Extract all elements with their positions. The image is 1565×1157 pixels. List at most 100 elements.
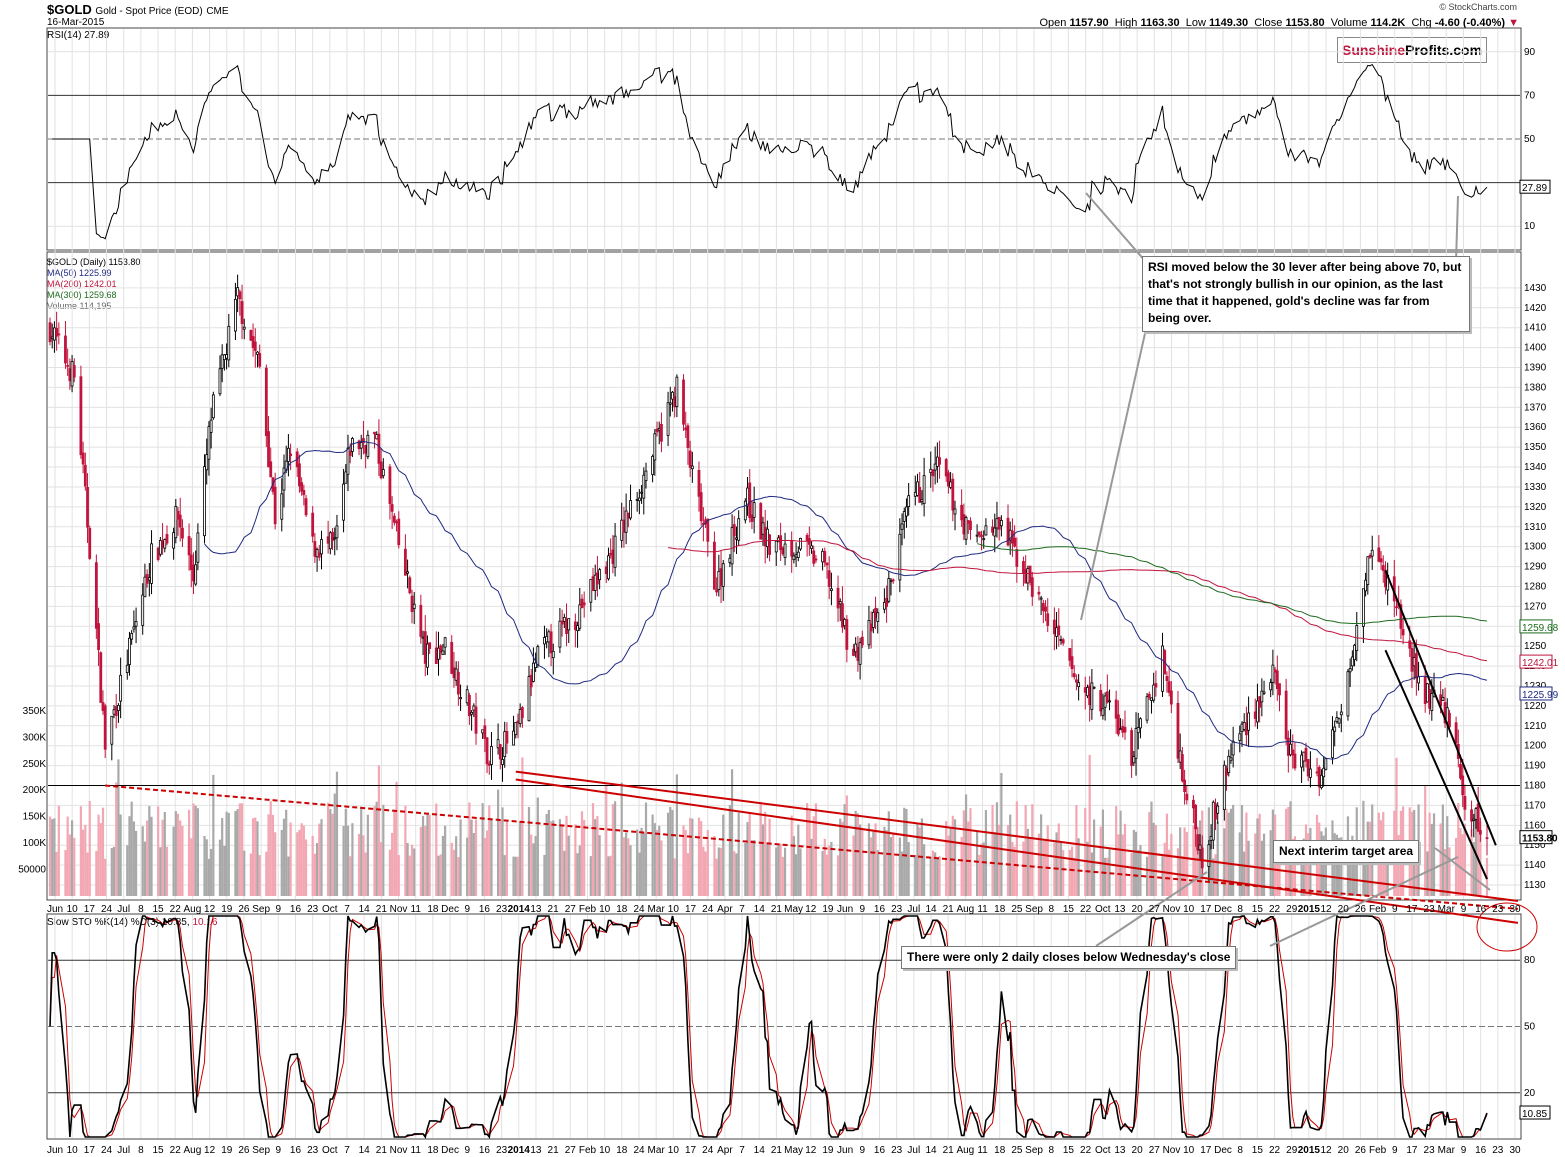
candle-body <box>823 551 827 563</box>
volume-bar <box>806 803 809 896</box>
candle-body <box>688 450 692 468</box>
volume-bar <box>903 807 906 896</box>
volume-bar <box>346 825 350 896</box>
volume-bar <box>1258 813 1261 896</box>
candle-body <box>1092 686 1096 689</box>
candle-body <box>1130 730 1134 766</box>
candle-body <box>99 652 103 703</box>
candle-body <box>975 534 979 537</box>
candle-body <box>1180 754 1184 782</box>
volume-bar <box>1011 841 1014 896</box>
volume-bar <box>876 850 879 896</box>
volume-bar <box>775 847 778 896</box>
candle-body <box>1262 691 1266 694</box>
volume-bar <box>375 801 378 896</box>
x-tick-label-bottom: 23 <box>496 1145 508 1156</box>
volume-bar <box>505 821 509 896</box>
volume-bar <box>561 824 564 896</box>
candle-body <box>373 431 376 435</box>
candle-body <box>1068 648 1072 661</box>
candle-body <box>715 589 719 593</box>
candle-body <box>1317 767 1321 788</box>
volume-bar <box>157 806 160 896</box>
price-tick-label: 1210 <box>1524 721 1547 732</box>
candle-body <box>706 518 710 542</box>
candle-body <box>626 512 630 519</box>
candle-body <box>759 503 763 540</box>
x-tick-label: 15 <box>1252 904 1264 915</box>
volume-bar <box>1229 808 1233 896</box>
candle-body <box>483 725 487 739</box>
volume-bar <box>298 829 301 896</box>
volume-bar <box>1088 754 1091 896</box>
candle-body <box>222 354 226 361</box>
volume-bar <box>496 789 500 896</box>
volume-bar <box>1015 801 1018 896</box>
x-tick-label-bottom: Aug <box>956 1145 974 1156</box>
candle-body <box>1410 648 1414 672</box>
volume-bar <box>563 850 566 896</box>
candle-body <box>1293 753 1297 769</box>
candle-body <box>163 539 167 549</box>
x-tick-label: 19 <box>221 904 233 915</box>
volume-bar <box>620 782 623 896</box>
x-tick-label: Jun <box>47 904 63 915</box>
volume-bar <box>744 842 747 896</box>
price-tick-label: 1130 <box>1524 880 1546 891</box>
candle-body <box>838 601 842 605</box>
x-tick-label-bottom: 23 <box>307 1145 319 1156</box>
candle-body <box>465 689 469 704</box>
x-tick-label: 17 <box>1406 904 1418 915</box>
candle-body <box>125 664 129 674</box>
candle-body <box>1395 606 1398 609</box>
volume-bar <box>810 838 813 896</box>
candle-body <box>342 483 345 521</box>
candle-body <box>97 623 100 651</box>
candle-body <box>1448 712 1451 728</box>
volume-bar <box>644 802 648 896</box>
candle-body <box>300 482 304 492</box>
volume-bar <box>545 813 548 896</box>
volume-bar <box>892 832 895 896</box>
candle-body <box>1225 768 1228 776</box>
volume-bar <box>1448 847 1451 896</box>
candle-body <box>982 538 986 541</box>
candle-body <box>922 475 926 504</box>
x-tick-label-bottom: 10 <box>1183 1145 1195 1156</box>
x-tick-label-bottom: Dec <box>1214 1145 1232 1156</box>
candle-body <box>640 491 643 494</box>
candle-body <box>1366 556 1370 585</box>
volume-bar <box>79 806 83 896</box>
volume-bar <box>936 857 939 896</box>
volume-bar <box>713 836 716 896</box>
x-tick-label-bottom: Nov <box>390 1145 408 1156</box>
volume-bar <box>190 838 193 896</box>
candle-body <box>459 697 462 700</box>
candle-body <box>251 336 255 348</box>
x-tick-label: 22 <box>1269 904 1281 915</box>
candle-body <box>392 515 396 523</box>
volume-bar <box>134 830 138 896</box>
volume-bar <box>636 829 639 896</box>
candle-body <box>1194 804 1198 830</box>
candle-body <box>653 433 657 461</box>
candle-body <box>317 552 321 558</box>
volume-bar <box>296 832 299 896</box>
last-value-close: 1153.80 <box>1522 834 1558 845</box>
volume-bar <box>938 856 941 896</box>
x-tick-label: 10 <box>599 904 611 915</box>
target-circle <box>1476 902 1538 952</box>
candle-body <box>498 744 502 760</box>
candle-body <box>1061 639 1065 644</box>
x-tick-label-bottom: Feb <box>579 1145 597 1156</box>
x-tick-label: Aug <box>184 904 202 915</box>
candle-body <box>1136 727 1140 734</box>
volume-bar <box>1196 845 1199 896</box>
price-tick-label: 1410 <box>1524 323 1547 334</box>
volume-bar <box>333 793 336 896</box>
candle-body <box>456 671 460 695</box>
candle-body <box>234 298 237 332</box>
price-tick-label: 1380 <box>1524 382 1547 393</box>
volume-bar <box>1461 834 1464 896</box>
candle-body <box>1165 676 1169 682</box>
